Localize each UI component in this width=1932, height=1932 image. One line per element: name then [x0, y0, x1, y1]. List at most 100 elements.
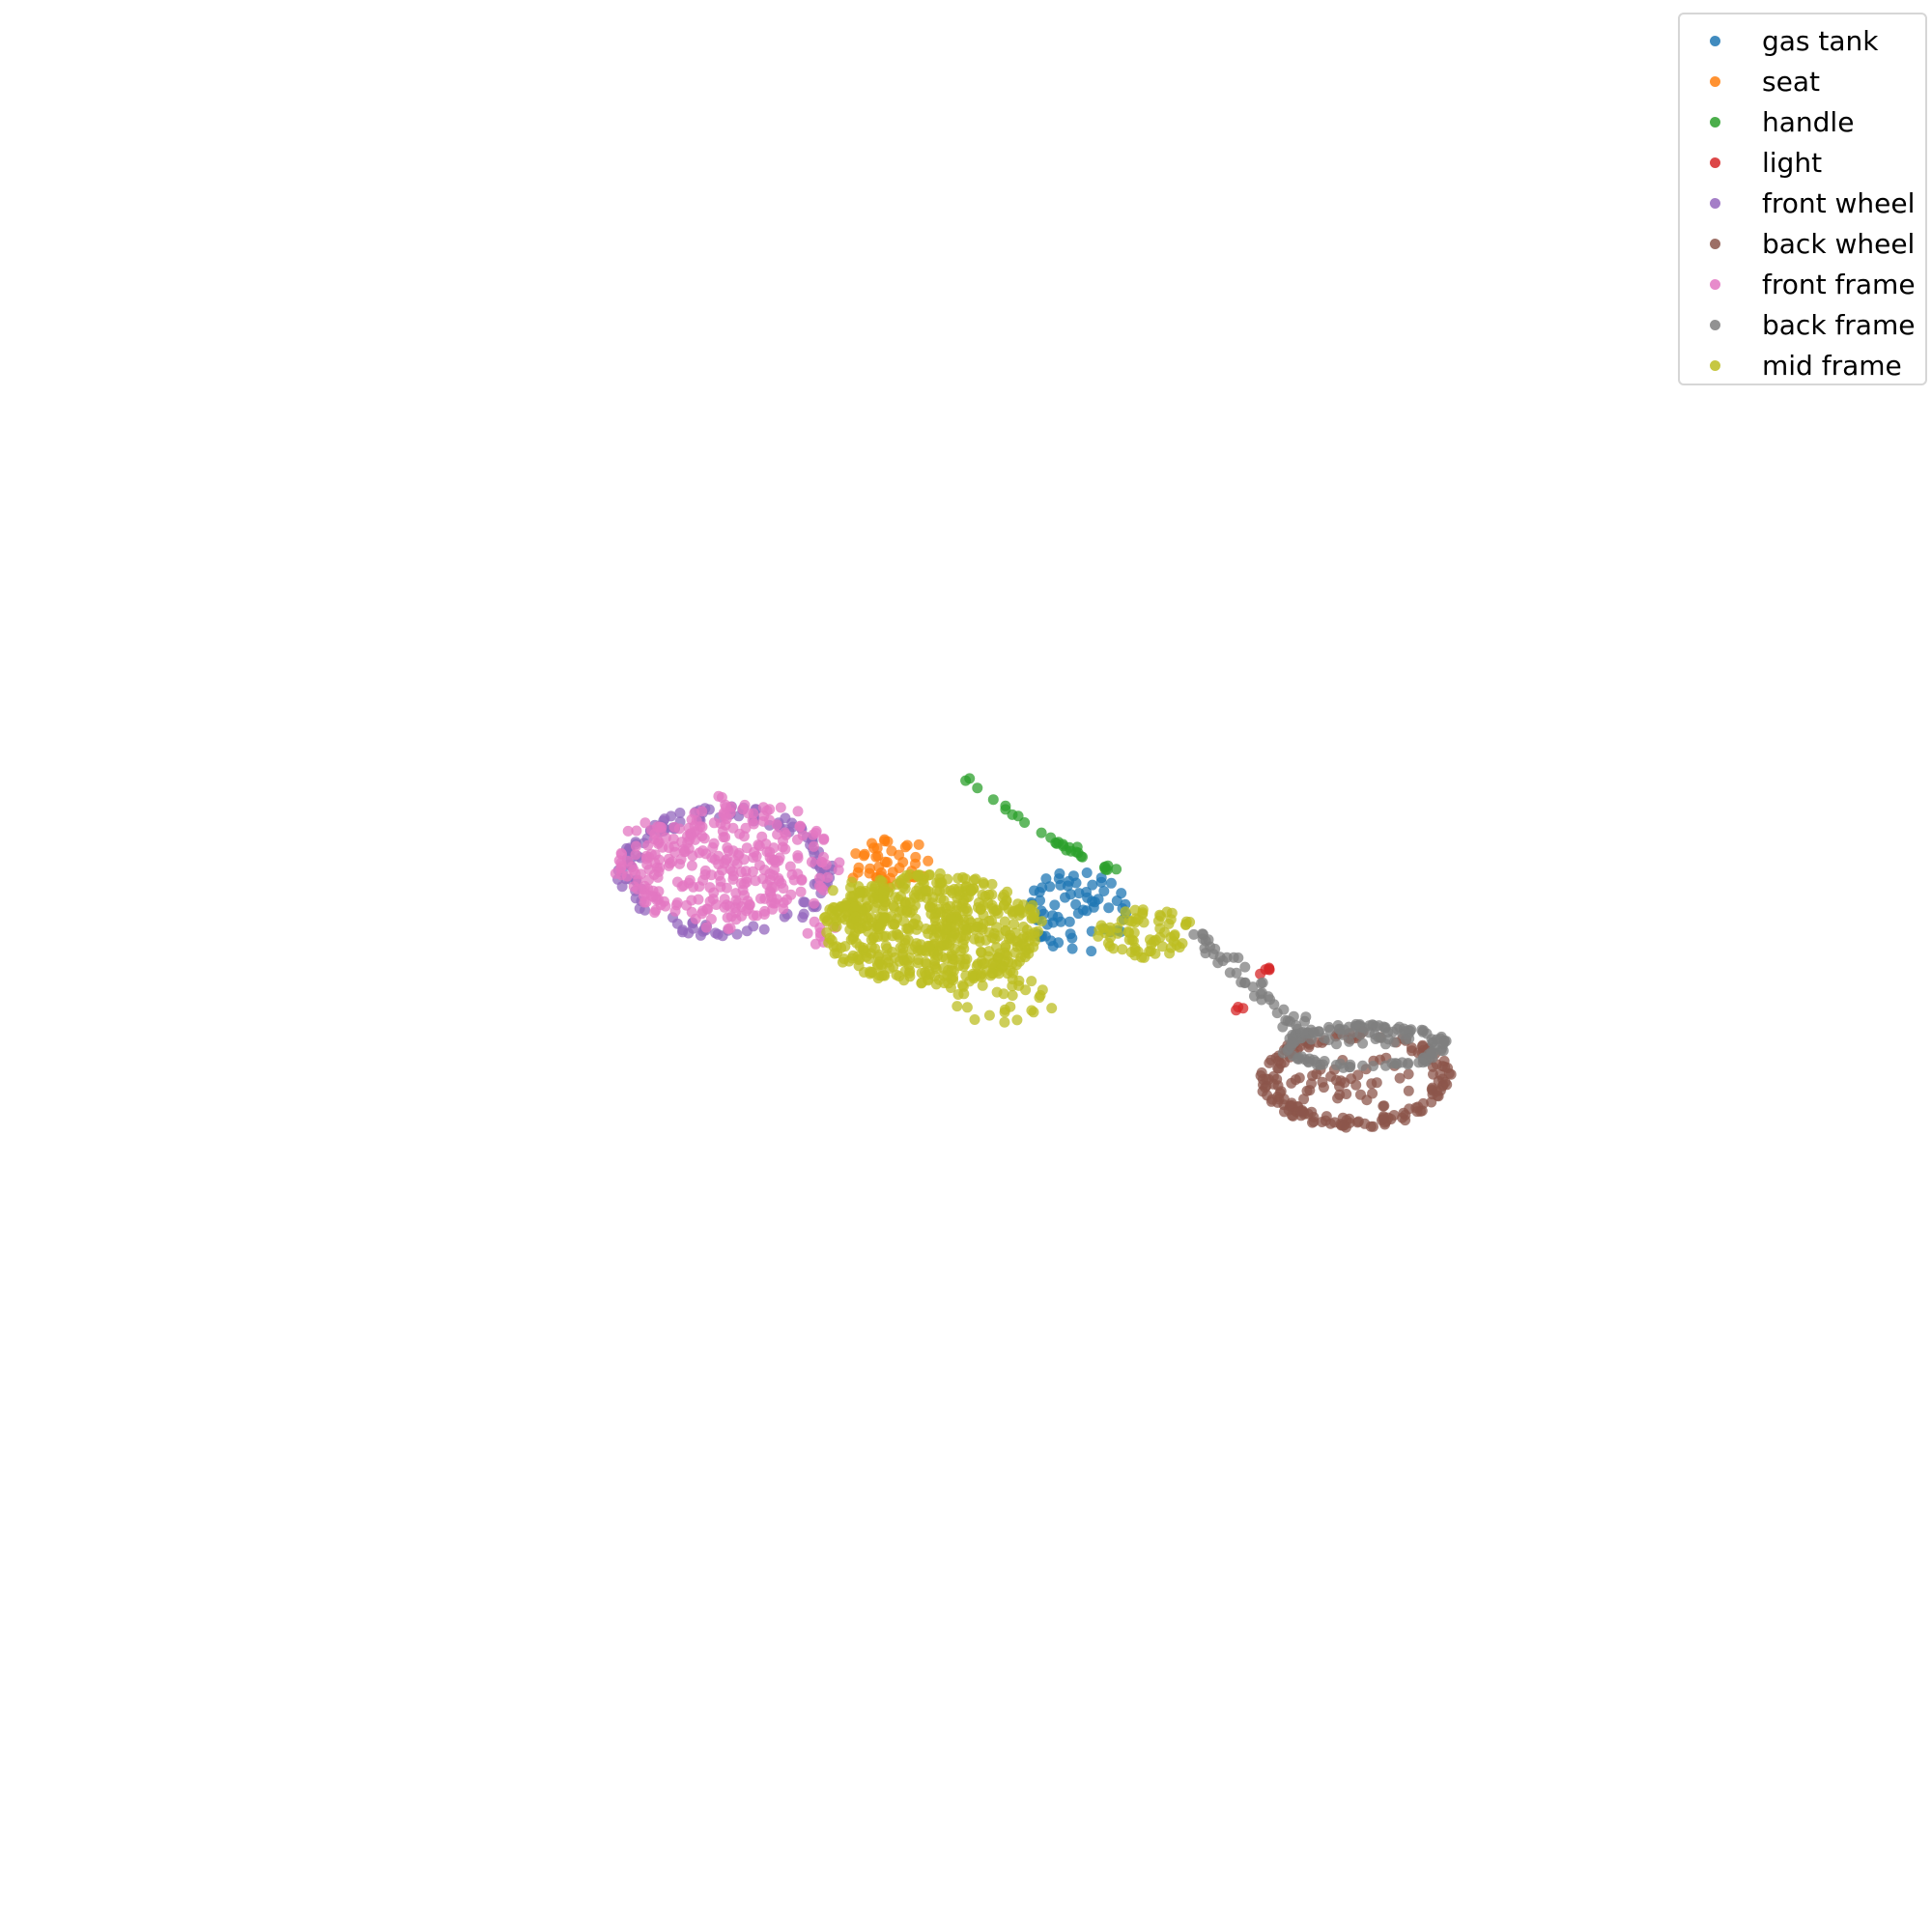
- legend-label: front wheel: [1762, 186, 1916, 219]
- point-front-frame: [833, 865, 844, 876]
- point-front-wheel: [616, 881, 628, 893]
- point-handle: [987, 794, 999, 806]
- point-back-frame: [1435, 1045, 1447, 1057]
- point-back-wheel: [1267, 1070, 1279, 1082]
- point-back-wheel: [1337, 1112, 1349, 1123]
- point-mid-frame: [1009, 905, 1020, 917]
- point-back-wheel: [1264, 1057, 1275, 1068]
- point-mid-frame: [1117, 944, 1128, 955]
- point-mid-frame: [913, 869, 924, 881]
- point-front-frame: [713, 790, 724, 802]
- point-front-frame: [810, 825, 822, 837]
- point-back-frame: [1379, 1038, 1391, 1050]
- point-back-wheel: [1394, 1072, 1406, 1084]
- point-seat: [901, 839, 913, 851]
- point-front-frame: [820, 859, 832, 870]
- point-mid-frame: [1036, 916, 1047, 927]
- point-mid-frame: [924, 869, 935, 880]
- point-front-frame: [671, 897, 683, 908]
- point-front-frame: [759, 865, 770, 875]
- point-gas-tank: [1116, 888, 1127, 899]
- point-gas-tank: [1087, 879, 1098, 891]
- point-front-frame: [738, 831, 750, 842]
- point-mid-frame: [977, 958, 988, 970]
- point-front-frame: [683, 822, 695, 834]
- point-back-wheel: [1260, 1082, 1271, 1094]
- point-mid-frame: [894, 971, 905, 982]
- point-mid-frame: [824, 932, 836, 944]
- point-front-frame: [690, 913, 701, 924]
- point-front-frame: [640, 850, 652, 862]
- point-mid-frame: [904, 868, 916, 880]
- legend-item-handle: handle: [1680, 101, 1925, 142]
- point-front-frame: [693, 894, 704, 905]
- point-front-frame: [639, 896, 650, 908]
- point-front-frame: [818, 833, 830, 844]
- point-front-frame: [755, 893, 766, 904]
- point-mid-frame: [931, 885, 943, 896]
- point-back-frame: [1214, 952, 1226, 963]
- point-front-frame: [744, 899, 755, 910]
- point-mid-frame: [888, 900, 899, 912]
- point-mid-frame: [1034, 992, 1045, 1004]
- point-back-frame: [1339, 1024, 1350, 1036]
- point-mid-frame: [872, 973, 884, 984]
- legend-item-back-frame: back frame: [1680, 304, 1925, 345]
- point-front-frame: [655, 825, 667, 837]
- point-gas-tank: [1044, 881, 1056, 893]
- point-back-wheel: [1341, 1089, 1352, 1099]
- point-mid-frame: [952, 989, 964, 1000]
- point-mid-frame: [1016, 933, 1028, 945]
- legend-marker: [1710, 197, 1720, 209]
- point-mid-frame: [978, 877, 989, 889]
- point-front-frame: [688, 881, 699, 893]
- point-gas-tank: [1103, 902, 1115, 914]
- point-back-wheel: [1273, 1063, 1285, 1074]
- point-back-frame: [1331, 1038, 1342, 1050]
- point-mid-frame: [900, 896, 911, 908]
- point-front-frame: [718, 832, 729, 843]
- series-mid-frame: [819, 867, 1196, 1028]
- point-back-frame: [1387, 1026, 1399, 1037]
- point-back-frame: [1426, 1034, 1437, 1045]
- point-back-frame: [1368, 1061, 1378, 1071]
- point-front-frame: [792, 806, 804, 817]
- point-light: [1255, 968, 1266, 980]
- point-mid-frame: [977, 980, 988, 991]
- point-mid-frame: [969, 923, 980, 935]
- point-back-frame: [1199, 943, 1210, 954]
- point-front-frame: [642, 839, 654, 851]
- point-front-frame: [705, 914, 717, 924]
- point-front-frame: [699, 865, 711, 876]
- point-front-frame: [667, 856, 678, 867]
- point-front-wheel: [666, 810, 677, 822]
- point-front-frame: [702, 903, 714, 915]
- point-back-wheel: [1335, 1075, 1347, 1087]
- point-mid-frame: [986, 968, 998, 980]
- point-mid-frame: [1026, 1005, 1037, 1016]
- point-mid-frame: [976, 972, 987, 983]
- point-mid-frame: [923, 928, 934, 939]
- point-gas-tank: [1098, 886, 1110, 896]
- point-mid-frame: [1007, 980, 1018, 992]
- point-front-frame: [810, 938, 821, 950]
- point-seat: [923, 855, 934, 867]
- point-gas-tank: [1077, 904, 1089, 916]
- point-mid-frame: [898, 954, 909, 966]
- point-mid-frame: [955, 931, 966, 943]
- point-gas-tank: [1065, 928, 1076, 940]
- point-mid-frame: [934, 867, 946, 879]
- point-mid-frame: [1009, 919, 1020, 930]
- point-mid-frame: [1102, 937, 1114, 949]
- point-mid-frame: [1019, 952, 1031, 963]
- point-front-frame: [761, 846, 773, 858]
- point-front-frame: [764, 874, 776, 886]
- point-back-wheel: [1295, 1105, 1307, 1117]
- point-mid-frame: [920, 956, 931, 968]
- point-front-frame: [622, 856, 634, 867]
- point-mid-frame: [961, 953, 973, 965]
- point-gas-tank: [1040, 873, 1052, 885]
- point-back-frame: [1293, 1052, 1305, 1064]
- point-mid-frame: [1116, 915, 1127, 926]
